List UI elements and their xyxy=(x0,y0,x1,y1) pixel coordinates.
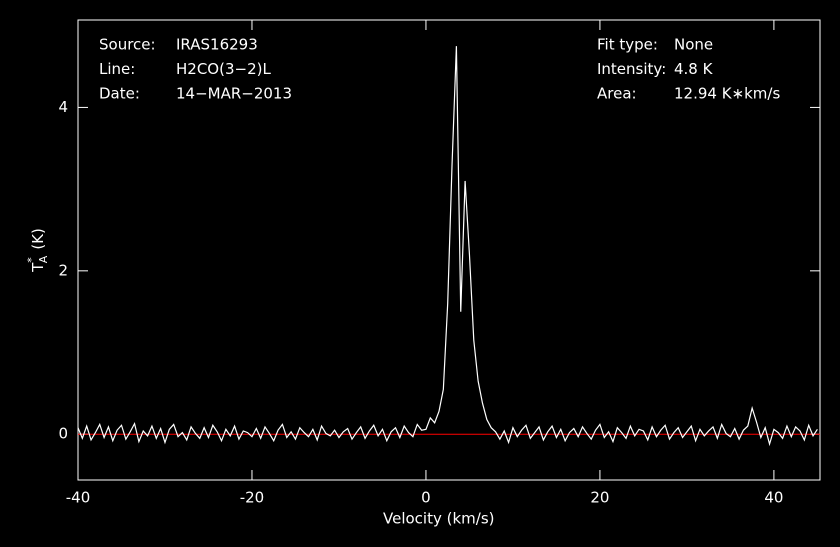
x-tick-label: 40 xyxy=(764,489,783,507)
info-value: 4.8 K xyxy=(674,60,714,78)
info-key: Fit type: xyxy=(597,36,658,54)
x-tick-label: 0 xyxy=(421,489,431,507)
x-tick-label: 20 xyxy=(590,489,609,507)
y-label-sub: A xyxy=(37,255,50,263)
info-value: 14−MAR−2013 xyxy=(176,85,292,103)
y-tick-label: 2 xyxy=(58,261,68,279)
y-label-unit: (K) xyxy=(29,228,47,250)
info-value: None xyxy=(674,36,713,54)
plot-frame xyxy=(77,19,821,481)
y-label-symbol: T xyxy=(29,262,47,273)
x-axis-label: Velocity (km/s) xyxy=(383,510,494,528)
x-tick-label: -20 xyxy=(240,489,265,507)
y-tick-label: 4 xyxy=(58,98,68,116)
spectrum-line xyxy=(77,46,818,447)
x-tick-label: -40 xyxy=(66,489,91,507)
info-value: IRAS16293 xyxy=(176,36,258,54)
info-key: Date: xyxy=(99,85,140,103)
info-key: Area: xyxy=(597,85,637,103)
info-value: 12.94 K∗km/s xyxy=(674,85,780,103)
y-axis-label: T*A (K) xyxy=(25,228,50,273)
y-label-sup: * xyxy=(25,257,38,263)
y-tick-label: 0 xyxy=(58,425,68,443)
info-value: H2CO(3−2)L xyxy=(176,60,271,78)
info-key: Intensity: xyxy=(597,60,666,78)
info-key: Line: xyxy=(99,60,135,78)
info-key: Source: xyxy=(99,36,156,54)
